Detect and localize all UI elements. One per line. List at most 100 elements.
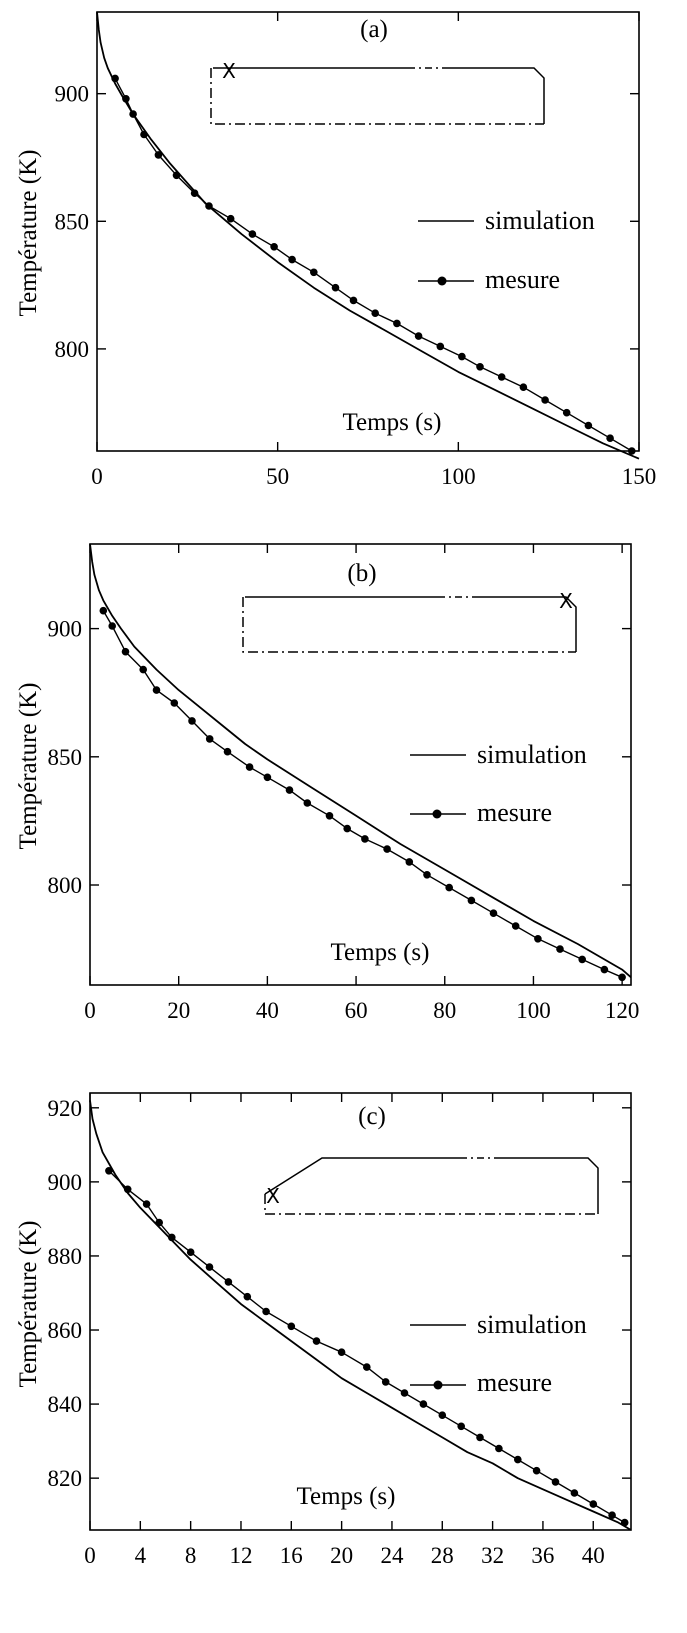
data-point-mesure [140,130,148,139]
x-tick-label: 16 [280,1543,303,1568]
data-point-mesure [188,717,196,725]
data-point-mesure [600,965,609,974]
data-point-mesure [287,1322,296,1331]
chart-panel-b: (b) Temps (s) Température (K) simulation… [15,543,640,1023]
data-point-mesure [519,383,528,392]
x-tick-label: 120 [605,998,640,1023]
x-tick-label: 12 [229,1543,252,1568]
panel-title: (c) [358,1103,386,1130]
y-tick-label: 850 [48,745,83,770]
data-point-mesure [312,1337,321,1345]
data-point-mesure [139,665,147,674]
y-axis-label: Température (K) [15,683,42,850]
data-point-mesure [99,606,108,615]
data-point-mesure [534,935,542,943]
data-point-mesure [245,763,254,771]
y-axis-label: Température (K) [15,150,42,317]
x-tick-label: 28 [431,1543,454,1568]
data-point-mesure [562,408,571,417]
data-point-mesure [414,332,423,340]
sketch-symmetry-line [264,1194,598,1215]
data-point-mesure [476,1433,484,1442]
data-point-mesure [270,243,278,251]
data-point-mesure [123,1185,132,1194]
data-point-mesure [620,1518,629,1527]
data-point-mesure [445,883,454,892]
data-point-mesure [393,319,401,328]
data-point-mesure [419,1400,428,1408]
data-point-mesure [337,1348,346,1356]
data-point-mesure [331,283,340,292]
data-point-mesure [514,1455,522,1464]
x-tick-label: 32 [481,1543,504,1568]
data-point-mesure [168,1233,176,1242]
data-point-mesure [383,845,391,853]
data-point-mesure [618,973,626,982]
legend-label-mesure: mesure [477,798,552,827]
legend: simulation mesure [410,1310,587,1397]
y-tick-label: 840 [48,1392,83,1417]
data-point-mesure [458,352,466,361]
panel-title: (a) [360,16,388,43]
legend: simulation mesure [410,740,587,827]
data-point-mesure [476,363,484,371]
x-tick-label: 60 [345,998,368,1023]
x-axis-label: Temps (s) [343,409,442,436]
chart-panel-c: (c) Temps (s) Température (K) simulation… [15,1092,632,1568]
data-point-mesure [121,647,130,656]
data-point-mesure [606,434,614,443]
data-point-mesure [152,686,161,694]
legend-label-simulation: simulation [477,1310,587,1339]
data-point-mesure [223,747,232,756]
data-point-mesure [489,909,498,917]
data-point-mesure [325,812,334,820]
series-line-mesure [108,1170,626,1524]
x-tick-label: 50 [266,464,289,489]
x-tick-label: 4 [135,1543,147,1568]
data-point-mesure [361,835,369,843]
x-tick-label: 0 [84,1543,96,1568]
x-tick-label: 20 [167,998,190,1023]
x-tick-label: 100 [516,998,551,1023]
data-point-mesure [578,955,586,964]
data-point-mesure [129,110,137,118]
legend-label-mesure: mesure [485,265,560,294]
y-tick-label: 800 [48,873,83,898]
data-point-mesure [285,786,294,794]
data-point-mesure [570,1489,579,1497]
x-tick-label: 0 [91,464,103,489]
legend-marker-mesure [432,809,442,819]
data-point-mesure [495,1444,503,1453]
y-tick-label: 920 [48,1096,83,1121]
data-point-mesure [205,735,214,743]
x-tick-label: 8 [185,1543,197,1568]
data-point-mesure [108,622,116,630]
data-point-mesure [303,799,312,807]
data-point-mesure [628,447,636,455]
x-tick-label: 20 [330,1543,353,1568]
y-tick-label: 900 [48,617,83,642]
data-point-mesure [532,1466,541,1475]
data-point-mesure [343,824,352,833]
data-point-mesure [436,342,445,351]
chart-panel-a: (a) Temps (s) Température (K) simulation… [15,11,656,489]
data-point-mesure [105,1167,113,1175]
plot-frame [89,1092,632,1531]
data-point-mesure [584,421,593,430]
data-point-mesure [170,699,179,707]
series-line-simulation [89,543,632,978]
data-point-mesure [226,214,235,223]
data-point-mesure [541,396,549,404]
legend: simulation mesure [418,206,595,294]
thermocouple-marker: X [559,589,573,613]
legend-label-simulation: simulation [485,206,595,235]
data-point-mesure [371,309,380,318]
panel-title: (b) [347,560,376,587]
data-point-mesure [511,922,520,930]
data-point-mesure [205,1263,214,1271]
data-point-mesure [205,202,213,210]
data-point-mesure [262,1307,270,1316]
data-point-mesure [243,1292,252,1301]
data-point-mesure [467,896,476,905]
